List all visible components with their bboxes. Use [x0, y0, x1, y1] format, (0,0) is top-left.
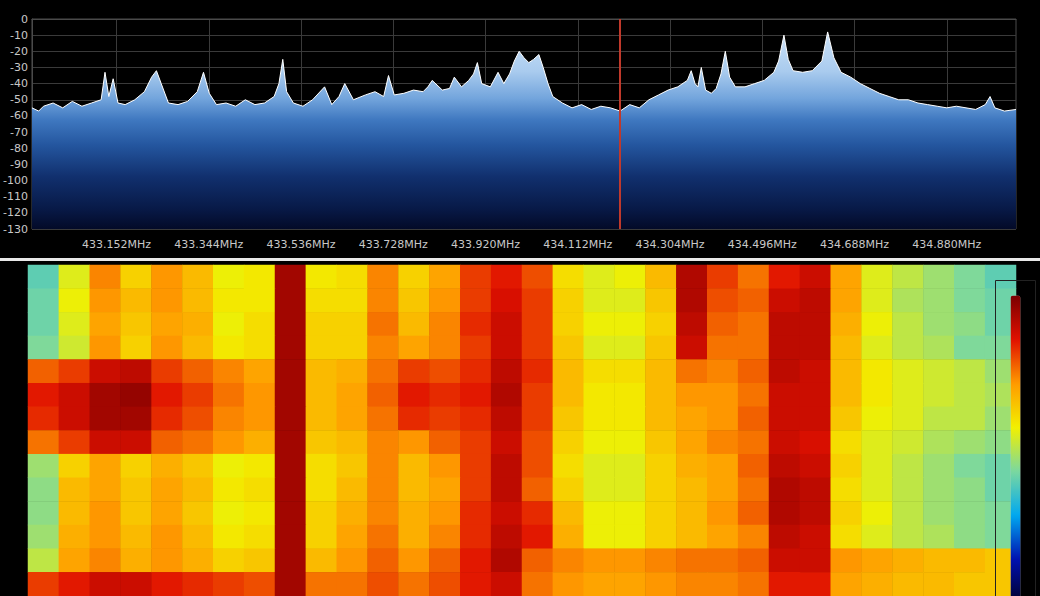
svg-text:-60: -60	[10, 109, 28, 122]
svg-text:-120: -120	[3, 206, 28, 219]
svg-text:434.112MHz: 434.112MHz	[543, 238, 612, 251]
svg-text:-110: -110	[3, 190, 28, 203]
svg-text:0: 0	[21, 13, 28, 26]
svg-text:-50: -50	[10, 93, 28, 106]
svg-text:-100: -100	[3, 174, 28, 187]
svg-text:-90: -90	[10, 158, 28, 171]
svg-text:434.496MHz: 434.496MHz	[728, 238, 797, 251]
svg-text:434.880MHz: 434.880MHz	[912, 238, 981, 251]
svg-text:433.152MHz: 433.152MHz	[82, 238, 151, 251]
svg-text:-40: -40	[10, 77, 28, 90]
svg-text:434.304MHz: 434.304MHz	[636, 238, 705, 251]
svg-text:-130: -130	[3, 223, 28, 236]
svg-text:-30: -30	[10, 61, 28, 74]
svg-text:-10: -10	[10, 29, 28, 42]
svg-text:-80: -80	[10, 142, 28, 155]
svg-text:-20: -20	[10, 45, 28, 58]
svg-text:-70: -70	[10, 126, 28, 139]
svg-text:434.688MHz: 434.688MHz	[820, 238, 889, 251]
svg-text:433.344MHz: 433.344MHz	[174, 238, 243, 251]
svg-text:433.536MHz: 433.536MHz	[267, 238, 336, 251]
svg-text:433.920MHz: 433.920MHz	[451, 238, 520, 251]
svg-text:433.728MHz: 433.728MHz	[359, 238, 428, 251]
